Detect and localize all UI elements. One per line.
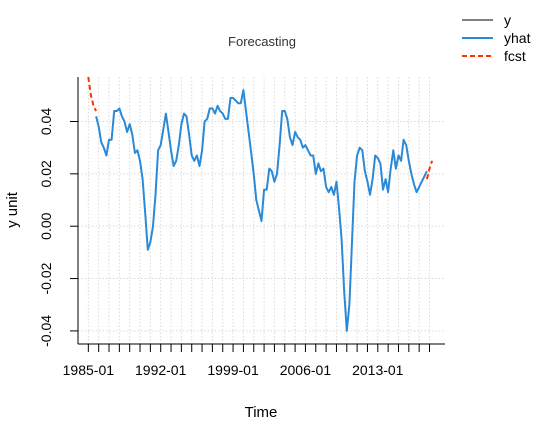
series-lines [87,76,434,332]
x-axis-title: Time [245,404,278,421]
legend-label-fcst: fcst [504,48,526,64]
series-fcst-line [425,160,434,180]
x-tick-label: 1992-01 [135,362,187,378]
chart-title: Forecasting [228,34,296,49]
x-tick-label: 1985-01 [63,362,115,378]
grid [78,77,445,344]
legend-label-y: y [504,12,511,28]
y-tick-label: 0.02 [38,160,54,187]
series-yhat-line [95,89,428,332]
legend: y yhat fcst [462,12,531,64]
legend-label-yhat: yhat [504,30,531,46]
y-tick-label: 0.00 [38,212,54,239]
y-tick-label: -0.04 [38,315,54,347]
series-fcst-line [87,76,97,112]
y-tick-label: -0.02 [38,262,54,294]
y-tick-label: 0.04 [38,108,54,135]
y-axis-title: y unit [4,191,21,228]
x-tick-label: 2006-01 [280,362,332,378]
x-tick-label: 2013-01 [352,362,404,378]
x-tick-label: 1999-01 [207,362,259,378]
y-ticks: -0.04 -0.02 0.00 0.02 0.04 [38,108,78,347]
x-ticks: 1985-01 1992-01 1999-01 2006-01 2013-01 [63,344,430,378]
